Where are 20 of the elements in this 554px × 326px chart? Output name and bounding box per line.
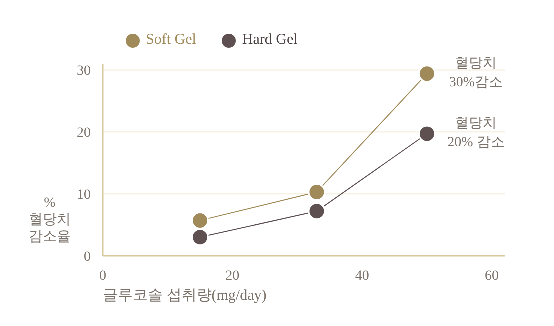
point [192,228,210,246]
point [308,183,326,201]
x-tick-label: 0 [100,268,106,284]
y-axis-title: % 혈당치 감소율 [29,196,71,246]
point [418,65,436,83]
y-tick-label: 20 [77,126,91,142]
legend-label: Soft Gel [146,32,196,49]
annotation: 혈당치 20% 감소 [448,116,505,151]
point [418,125,436,143]
annotation: 혈당치 30%감소 [449,56,504,91]
x-tick-label: 20 [226,268,240,284]
x-axis-title: 글루코솔 섭취량(mg/day) [103,288,267,304]
point [308,202,326,220]
x-tick-label: 40 [355,268,370,284]
point [192,212,210,230]
x-tick-label: 60 [485,268,500,284]
legend-label: Hard Gel [242,32,298,49]
y-tick-label: 10 [77,188,91,204]
y-tick-label: 0 [84,250,91,265]
y-tick-label: 30 [77,64,91,80]
